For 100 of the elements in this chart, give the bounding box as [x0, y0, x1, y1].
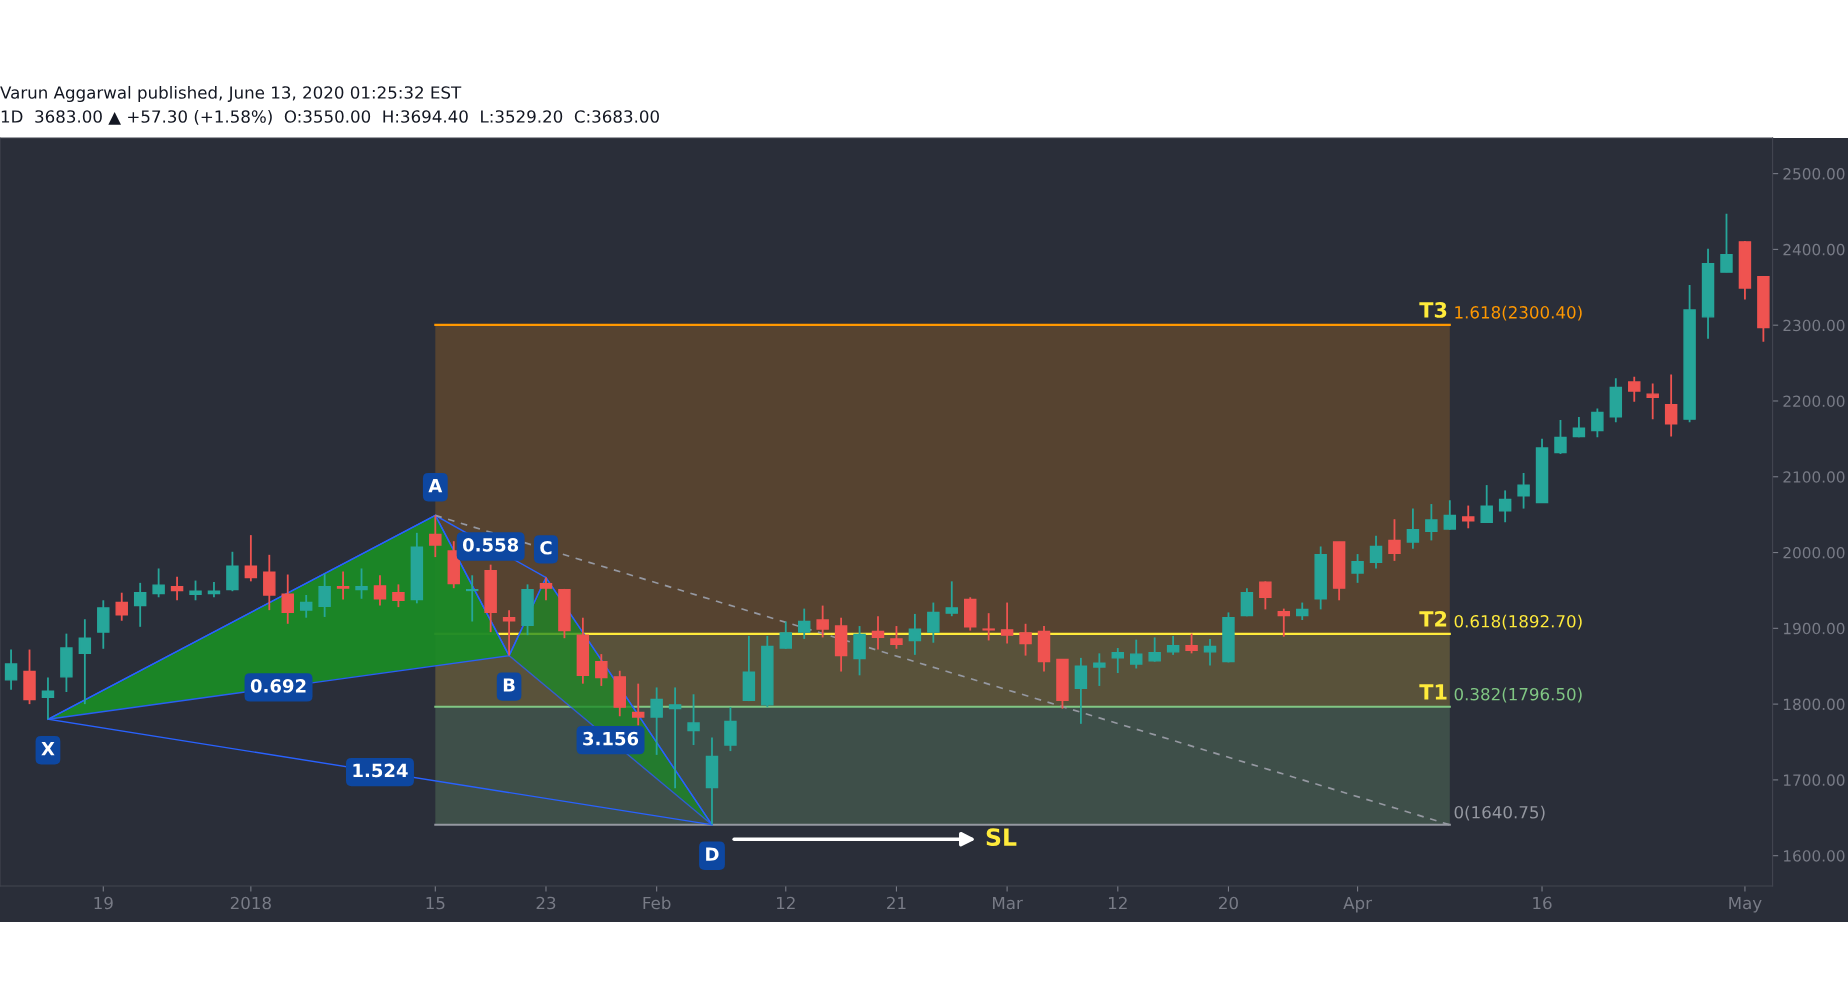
- candlestick: [1628, 375, 1641, 403]
- candlestick: [226, 550, 239, 593]
- candlestick: [1406, 507, 1420, 550]
- annotation: SL: [986, 828, 1017, 847]
- candlestick: [1425, 503, 1438, 542]
- candlestick: [1259, 580, 1272, 611]
- x-tick-label: 19: [94, 896, 113, 910]
- candlestick: [429, 514, 442, 558]
- x-tick-label: May: [1729, 896, 1762, 913]
- annotation: 3.156: [583, 731, 639, 746]
- candlestick: [1093, 652, 1106, 687]
- x-tick-label: 23: [536, 896, 556, 910]
- candlestick: [797, 607, 811, 640]
- candlestick: [392, 583, 405, 609]
- candlestick: [1203, 638, 1217, 667]
- ref-line-label: 0.618(1892.70): [1454, 614, 1582, 630]
- candlestick: [908, 613, 922, 656]
- ref-line-label: 0(1640.75): [1454, 805, 1545, 821]
- y-tick-label: 1600.00: [1784, 850, 1845, 862]
- candlestick: [1019, 622, 1032, 657]
- x-tick-label: 21: [887, 896, 906, 910]
- candlestick: [1462, 504, 1475, 530]
- y-tick-label: 2500.00: [1783, 168, 1845, 180]
- ref-line-label: 1.618(2300.40): [1455, 305, 1582, 321]
- x-tick-label: Feb: [643, 896, 671, 910]
- candlestick: [1000, 601, 1014, 645]
- candlestick: [170, 575, 184, 602]
- data-label: B: [503, 678, 515, 692]
- candlestick: [115, 591, 128, 622]
- chart-title: Varun Aggarwal published, June 13, 2020 01:25:32 EST: [0, 85, 462, 103]
- candlestick: [1646, 382, 1659, 421]
- candlestick: [945, 580, 959, 618]
- y-tick-label: 1900.00: [1784, 622, 1845, 635]
- data-label: C: [540, 540, 552, 555]
- candlestick: [355, 567, 368, 600]
- y-tick-label: 2300.00: [1783, 319, 1845, 332]
- x-tick-label: 12: [777, 896, 795, 910]
- candlestick: [318, 572, 331, 618]
- ref-line-label: 0.382(1796.50): [1454, 687, 1582, 703]
- candlestick: [299, 594, 313, 619]
- candlestick: [189, 579, 202, 602]
- candlestick: [687, 693, 700, 746]
- data-label: X: [41, 742, 55, 756]
- candlestick: [1130, 638, 1143, 670]
- x-tick-label: 2018: [230, 896, 271, 910]
- y-tick-label: 2100.00: [1783, 471, 1845, 483]
- y-tick-label: 1800.00: [1784, 698, 1845, 711]
- candlestick: [816, 604, 829, 639]
- candlestick: [982, 612, 995, 642]
- candlestick: [650, 686, 663, 756]
- chart-subtitle: 1D 3683.00 ▲ +57.30 (+1.58%) O:3550.00 H:3694.40 L:3529.20 C:3683.00: [1, 109, 659, 125]
- candlestick: [871, 615, 885, 651]
- band-label: T2: [1419, 611, 1447, 627]
- x-tick-label: 20: [1219, 896, 1238, 910]
- y-tick-label: 1700.00: [1784, 774, 1845, 786]
- data-label: A: [428, 479, 443, 493]
- candlestick: [1554, 419, 1567, 455]
- data-label: D: [706, 847, 719, 861]
- annotation: 0.558: [462, 538, 519, 552]
- x-tick-label: Apr: [1343, 896, 1372, 913]
- candlestick: [1591, 407, 1604, 439]
- candlestick: [1074, 656, 1088, 725]
- y-tick-label: 2000.00: [1783, 547, 1845, 559]
- x-tick-label: 15: [426, 896, 445, 910]
- candlestick: [336, 570, 350, 601]
- candlestick: [1517, 472, 1530, 510]
- candlestick: [502, 609, 516, 657]
- band-label: T3: [1419, 302, 1447, 318]
- band-label: T1: [1419, 684, 1447, 700]
- x-tick-label: 16: [1533, 896, 1552, 910]
- candlestick: [927, 601, 940, 644]
- candlestick: [373, 574, 387, 607]
- candlestick: [281, 573, 294, 625]
- annotation: 0.692: [250, 679, 306, 693]
- candlestick: [1369, 534, 1383, 570]
- candlestick: [1351, 553, 1364, 584]
- candlestick: [779, 620, 793, 650]
- candlestick: [1240, 587, 1254, 618]
- annotation: 1.524: [353, 763, 408, 778]
- candlestick: [1277, 607, 1291, 638]
- x-tick-label: Mar: [993, 896, 1023, 910]
- candlestick: [4, 648, 18, 691]
- candlestick: [1185, 632, 1198, 655]
- candlestick: [631, 682, 645, 727]
- candlestick: [539, 576, 553, 602]
- candlestick: [1148, 636, 1161, 663]
- candlestick: [465, 574, 479, 623]
- candlestick: [263, 553, 276, 612]
- candlestick: [133, 581, 147, 628]
- candlestick: [152, 567, 165, 599]
- candlestick: [1443, 499, 1457, 531]
- y-tick-label: 2400.00: [1783, 243, 1845, 256]
- y-tick-label: 2200.00: [1783, 395, 1845, 407]
- candlestick: [244, 534, 258, 583]
- candlestick: [41, 676, 55, 721]
- candlestick: [890, 625, 903, 650]
- candlestick: [724, 706, 737, 753]
- candlestick: [78, 618, 92, 706]
- candlestick: [595, 653, 608, 687]
- candlestick: [668, 686, 682, 790]
